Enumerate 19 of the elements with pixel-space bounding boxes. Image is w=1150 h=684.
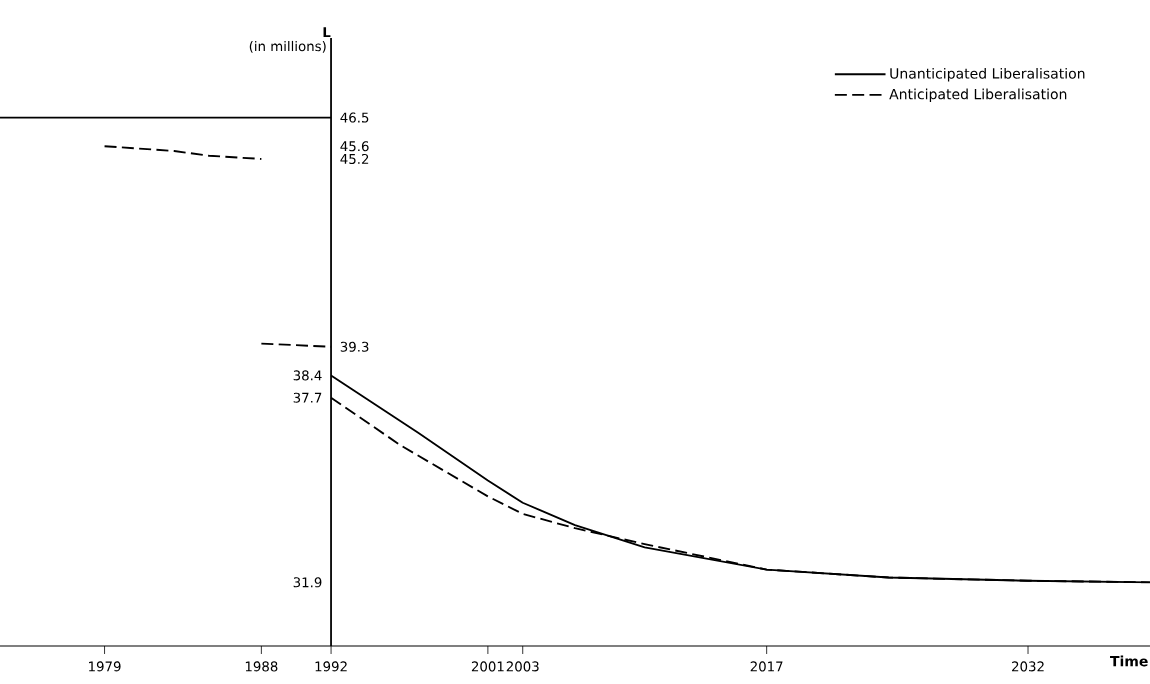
y2-tick-label: 39.3 bbox=[340, 341, 369, 352]
x-tick-label: 2017 bbox=[750, 661, 783, 672]
y-tick-label: 37.7 bbox=[293, 392, 322, 403]
legend-label: Anticipated Liberalisation bbox=[889, 88, 1067, 103]
y2-tick-label: 46.5 bbox=[340, 112, 369, 123]
x-tick-label: 2001 bbox=[471, 661, 504, 672]
y2-tick-label: 45.2 bbox=[340, 153, 369, 164]
y-tick-label: 38.4 bbox=[293, 370, 322, 381]
x-tick-label: 1992 bbox=[315, 661, 347, 672]
annotation: (in millions) bbox=[249, 40, 326, 53]
x-axis-title: Time bbox=[1110, 655, 1148, 667]
x-tick-label: 1988 bbox=[245, 661, 278, 672]
y-tick-label: 31.9 bbox=[293, 577, 322, 588]
y-axis-title: L bbox=[323, 27, 331, 38]
legend-label: Unanticipated Liberalisation bbox=[890, 67, 1085, 82]
x-tick-label: 1979 bbox=[89, 661, 121, 672]
x-tick-label: 2003 bbox=[506, 661, 539, 672]
x-tick-label: 2032 bbox=[1012, 661, 1044, 672]
y2-tick-label: 45.6 bbox=[340, 141, 369, 152]
